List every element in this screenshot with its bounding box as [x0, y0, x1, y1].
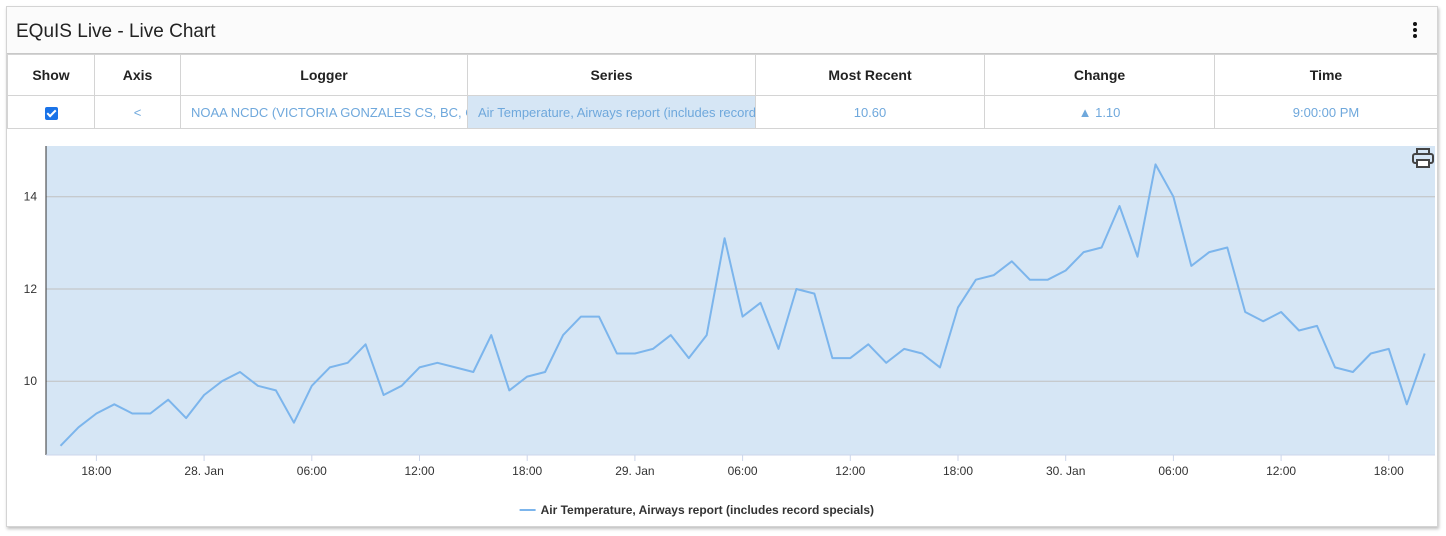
logger-cell[interactable]: NOAA NCDC (VICTORIA GONZALES CS, BC, CAN	[180, 95, 468, 129]
y-tick-label: 14	[24, 190, 38, 204]
column-header-change[interactable]: Change	[984, 54, 1215, 96]
axis-toggle[interactable]: <	[94, 95, 181, 129]
x-tick-label: 28. Jan	[184, 464, 223, 478]
vertical-dots-icon[interactable]	[1407, 21, 1423, 43]
time-cell: 9:00:00 PM	[1214, 95, 1438, 129]
line-chart: 10 12 14 18:00 28. Jan 06:00 12:00 18:00 29. Jan…	[24, 146, 1435, 517]
column-header-logger[interactable]: Logger	[180, 54, 468, 96]
series-line	[59, 163, 1426, 447]
x-tick-label: 18:00	[81, 464, 111, 478]
show-checkbox[interactable]	[44, 106, 58, 120]
column-header-axis[interactable]: Axis	[94, 54, 181, 96]
x-tick-label: 12:00	[1266, 464, 1296, 478]
x-tick-label: 30. Jan	[1046, 464, 1085, 478]
x-tick-label: 29. Jan	[615, 464, 654, 478]
column-header-time[interactable]: Time	[1214, 54, 1438, 96]
column-header-most-recent[interactable]: Most Recent	[755, 54, 985, 96]
table-header-row: Show Axis Logger Series Most Recent Chan…	[7, 54, 1438, 96]
y-tick-label: 12	[24, 282, 38, 296]
x-tick-label: 18:00	[1374, 464, 1404, 478]
x-tick-label: 06:00	[297, 464, 327, 478]
x-tick-label: 06:00	[728, 464, 758, 478]
table-row: < NOAA NCDC (VICTORIA GONZALES CS, BC, C…	[7, 95, 1438, 129]
x-tick-label: 18:00	[943, 464, 973, 478]
printer-icon[interactable]	[1412, 148, 1434, 168]
most-recent-cell: 10.60	[755, 95, 985, 129]
change-cell: ▲ 1.10	[984, 95, 1215, 129]
x-tick-label: 18:00	[512, 464, 542, 478]
widget-header: EQuIS Live - Live Chart	[7, 7, 1437, 54]
widget-title: EQuIS Live - Live Chart	[16, 21, 216, 42]
x-tick-label: 06:00	[1158, 464, 1188, 478]
live-chart-widget: EQuIS Live - Live Chart Show Axis Logger…	[6, 6, 1438, 527]
y-tick-label: 10	[24, 374, 38, 388]
x-tick-label: 12:00	[404, 464, 434, 478]
series-cell[interactable]: Air Temperature, Airways report (include…	[467, 95, 756, 129]
column-header-show[interactable]: Show	[7, 54, 95, 96]
legend-item: Air Temperature, Airways report (include…	[541, 503, 874, 517]
plot-background	[46, 146, 1435, 455]
show-cell	[7, 95, 95, 129]
column-header-series[interactable]: Series	[467, 54, 756, 96]
x-tick-label: 12:00	[835, 464, 865, 478]
series-table: Show Axis Logger Series Most Recent Chan…	[7, 54, 1438, 129]
